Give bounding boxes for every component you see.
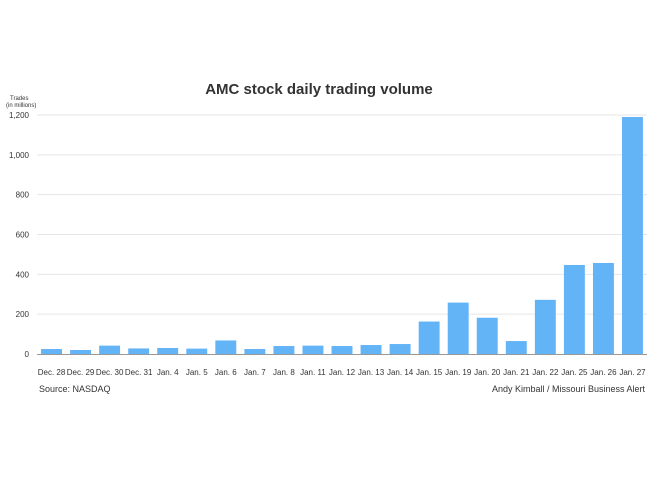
bar bbox=[534, 299, 556, 354]
bar bbox=[273, 346, 295, 354]
y-tick-label: 1,000 bbox=[9, 151, 30, 160]
y-tick-label: 1,200 bbox=[9, 111, 30, 120]
x-tick-label: Jan. 7 bbox=[244, 368, 266, 377]
x-tick-label: Jan. 20 bbox=[474, 368, 501, 377]
bar bbox=[215, 340, 237, 354]
bar bbox=[476, 317, 498, 354]
x-tick-label: Jan. 25 bbox=[561, 368, 588, 377]
x-tick-label: Jan. 11 bbox=[300, 368, 326, 377]
y-tick-label: 200 bbox=[16, 310, 30, 319]
bar bbox=[157, 348, 179, 354]
bar bbox=[592, 262, 614, 354]
y-tick-label: 600 bbox=[16, 231, 30, 240]
y-tick-label: 800 bbox=[16, 191, 30, 200]
x-tick-label: Dec. 28 bbox=[38, 368, 66, 377]
bar bbox=[505, 341, 527, 354]
x-tick-label: Jan. 4 bbox=[157, 368, 179, 377]
x-tick-label: Jan. 6 bbox=[215, 368, 237, 377]
bars bbox=[41, 116, 643, 354]
bar bbox=[99, 345, 121, 354]
x-tick-label: Jan. 5 bbox=[186, 368, 208, 377]
bar bbox=[418, 321, 440, 354]
x-tick-label: Jan. 26 bbox=[590, 368, 617, 377]
bar bbox=[622, 116, 643, 354]
y-axis-label-line1: Trades bbox=[10, 96, 28, 102]
bar bbox=[360, 345, 382, 354]
bar bbox=[128, 348, 150, 354]
bar bbox=[41, 349, 62, 354]
x-tick-label: Jan. 13 bbox=[358, 368, 385, 377]
bar bbox=[447, 302, 469, 354]
y-tick-label: 0 bbox=[25, 350, 30, 359]
bar bbox=[563, 264, 585, 354]
credit-note: Andy Kimball / Missouri Business Alert bbox=[492, 384, 646, 394]
bar bbox=[389, 344, 411, 354]
bar bbox=[302, 345, 324, 354]
y-axis-label-line2: (in millions) bbox=[6, 103, 36, 109]
x-tick-label: Jan. 12 bbox=[329, 368, 356, 377]
x-tick-label: Dec. 30 bbox=[96, 368, 124, 377]
x-tick-label: Jan. 22 bbox=[532, 368, 559, 377]
gridlines bbox=[37, 114, 647, 315]
source-note: Source: NASDAQ bbox=[39, 384, 111, 394]
x-tick-label: Dec. 29 bbox=[67, 368, 95, 377]
y-tick-label: 400 bbox=[16, 270, 30, 279]
x-tick-label: Jan. 15 bbox=[416, 368, 443, 377]
x-tick-label: Jan. 19 bbox=[445, 368, 472, 377]
chart-title: AMC stock daily trading volume bbox=[205, 81, 433, 98]
bar bbox=[70, 350, 92, 354]
x-tick-label: Jan. 27 bbox=[619, 368, 646, 377]
bar bbox=[244, 349, 266, 354]
x-tick-label: Jan. 14 bbox=[387, 368, 414, 377]
bar bbox=[186, 348, 208, 354]
bar bbox=[331, 346, 353, 354]
y-axis-ticks: 0 200 400 600 800 1,000 1,200 bbox=[9, 111, 30, 359]
x-tick-label: Jan. 8 bbox=[273, 368, 295, 377]
x-tick-label: Dec. 31 bbox=[125, 368, 153, 377]
x-tick-label: Jan. 21 bbox=[503, 368, 530, 377]
x-axis-ticks: Dec. 28 Dec. 29 Dec. 30 Dec. 31 Jan. 4 Jan. 5… bbox=[38, 368, 646, 377]
